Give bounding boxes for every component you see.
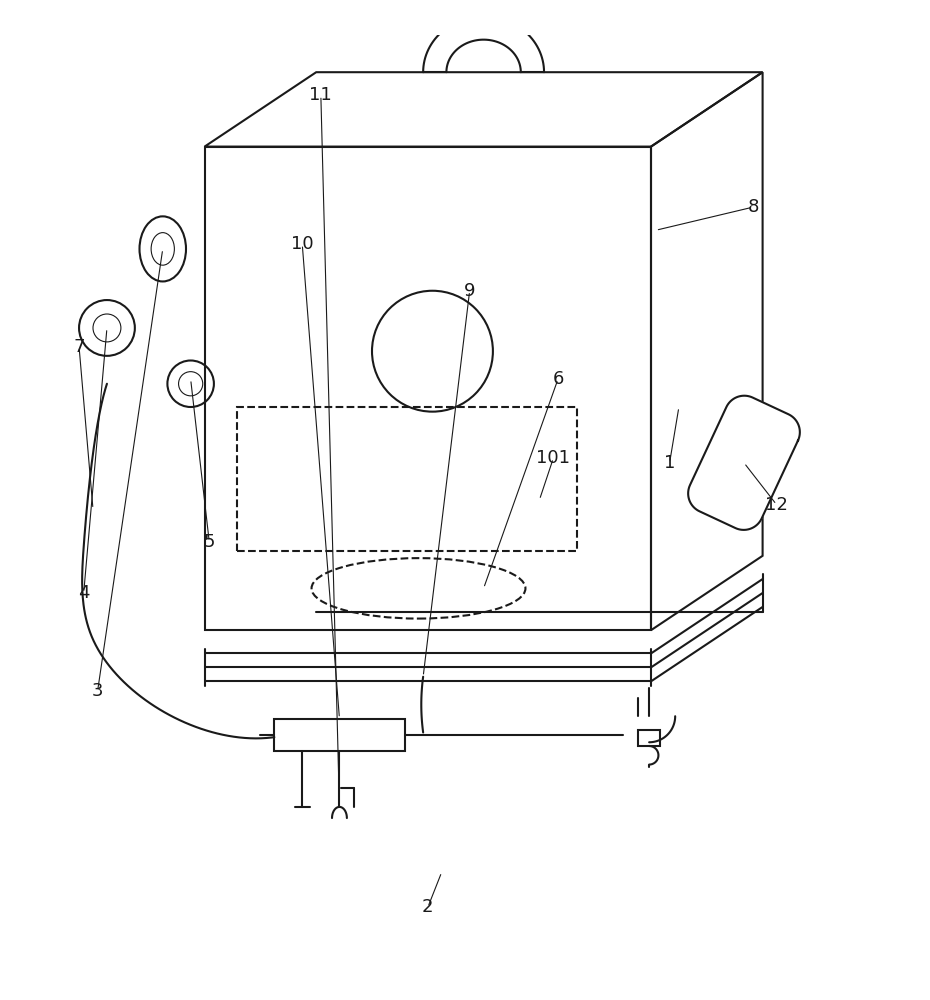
Text: 4: 4 [78, 584, 89, 602]
Text: 8: 8 [748, 198, 759, 216]
Text: 5: 5 [204, 533, 215, 551]
Text: 3: 3 [92, 682, 103, 700]
Text: 2: 2 [422, 898, 433, 916]
Text: 1: 1 [664, 454, 675, 472]
Text: 12: 12 [765, 496, 788, 514]
Text: 9: 9 [464, 282, 475, 300]
Text: 11: 11 [310, 86, 332, 104]
Polygon shape [688, 396, 800, 530]
Text: 6: 6 [552, 370, 564, 388]
Text: 10: 10 [291, 235, 313, 253]
Text: 7: 7 [73, 338, 85, 356]
Text: 101: 101 [537, 449, 570, 467]
